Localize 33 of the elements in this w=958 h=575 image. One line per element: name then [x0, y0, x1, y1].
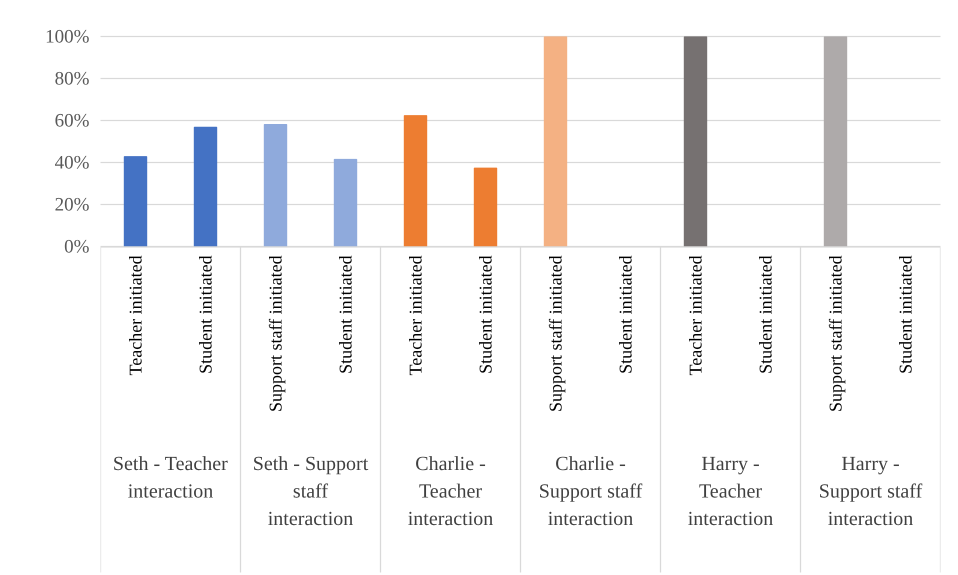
y-tick-label: 80%: [54, 68, 90, 90]
x-tick-label: Support staff initiated: [546, 255, 566, 412]
x-tick-label: Support staff initiated: [826, 255, 846, 412]
bar: [404, 115, 428, 248]
bar: [544, 36, 568, 248]
text: Seth - Teacher interaction: [112, 452, 228, 502]
x-tick-label: Teacher initiated: [686, 255, 706, 376]
text: Harry - Teacher interaction: [688, 452, 774, 530]
bar: [124, 156, 148, 248]
x-tick-label: Student initiated: [196, 255, 216, 374]
bar: [824, 36, 848, 248]
y-tick-label: 100%: [45, 26, 90, 48]
x-tick-label: Student initiated: [616, 255, 636, 374]
x-tick-label: Student initiated: [336, 255, 356, 374]
bar: [194, 126, 218, 248]
x-tick-label: Teacher initiated: [126, 255, 146, 376]
text: Seth - Support staff interaction: [252, 452, 369, 530]
x-tick-label: Support staff initiated: [266, 255, 286, 412]
bar: [474, 168, 498, 248]
y-tick-label: 60%: [54, 110, 90, 132]
x-tick-label: Student initiated: [756, 255, 776, 374]
y-tick-label: 0%: [64, 236, 90, 258]
bar: [334, 158, 358, 248]
text: Harry - Support staff interaction: [818, 452, 923, 530]
y-tick-label: 20%: [54, 194, 90, 216]
y-tick-label: 40%: [54, 152, 90, 174]
bar: [264, 124, 288, 248]
bar: [684, 36, 708, 248]
x-tick-label: Student initiated: [896, 255, 916, 374]
x-tick-label: Teacher initiated: [406, 255, 426, 376]
text: Charlie - Support staff interaction: [538, 452, 643, 530]
text: Charlie - Teacher interaction: [408, 452, 494, 530]
x-tick-label: Student initiated: [476, 255, 496, 374]
